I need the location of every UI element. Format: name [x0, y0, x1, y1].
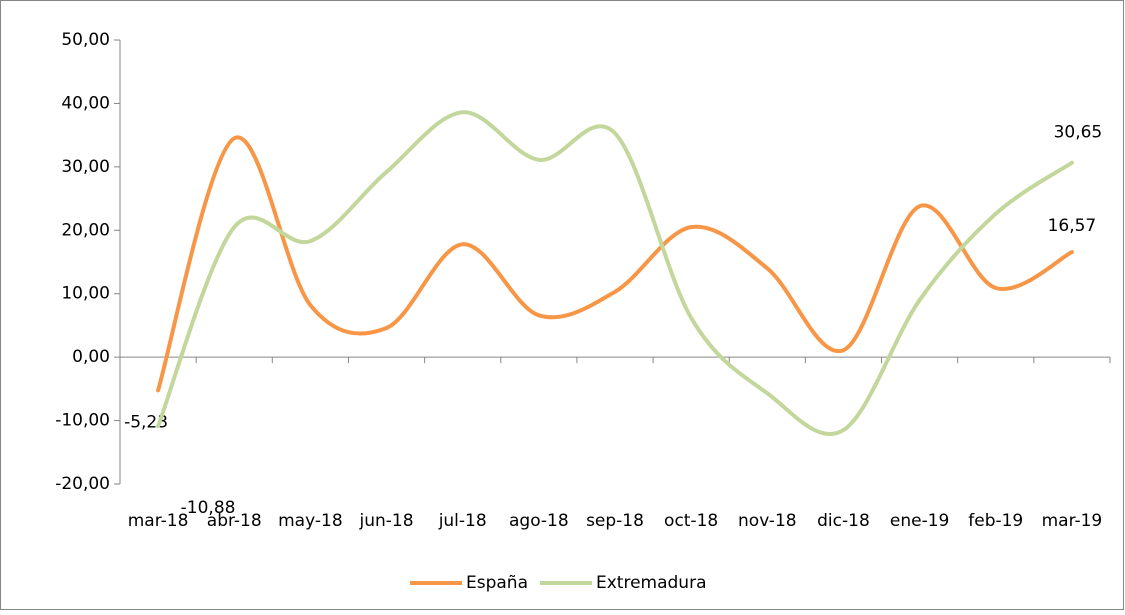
line-series [156, 135, 1074, 393]
legend-label: Extremadura [596, 573, 707, 593]
x-tick-label: nov-18 [738, 511, 797, 531]
y-tick-label: 20,00 [61, 220, 110, 240]
x-tick-label: may-18 [278, 511, 343, 531]
x-tick-label: jul-18 [438, 511, 487, 531]
x-tick-label: ago-18 [509, 511, 569, 531]
y-tick-label: 40,00 [61, 93, 110, 113]
x-tick-label: mar-18 [128, 511, 189, 531]
y-tick-label: 30,00 [61, 157, 110, 177]
legend-label: España [466, 573, 528, 593]
data-label: -10,88 [181, 498, 236, 518]
x-tick-label: abr-18 [207, 511, 262, 531]
y-tick-label: -20,00 [55, 474, 110, 494]
y-tick-label: 10,00 [61, 284, 110, 304]
x-tick-label: oct-18 [664, 511, 718, 531]
data-label: 16,57 [1048, 216, 1097, 236]
data-label: 30,65 [1054, 123, 1103, 143]
x-tick-label: sep-18 [586, 511, 644, 531]
x-tick-label: mar-19 [1042, 511, 1103, 531]
line-series [156, 110, 1074, 437]
x-tick-label: feb-19 [968, 511, 1023, 531]
x-tick-label: ene-19 [890, 511, 949, 531]
y-tick-label: 0,00 [72, 347, 110, 367]
y-tick-label: 50,00 [61, 30, 110, 50]
x-tick-label: dic-18 [817, 511, 870, 531]
y-tick-label: -10,00 [55, 411, 110, 431]
x-tick-label: jun-18 [359, 511, 414, 531]
